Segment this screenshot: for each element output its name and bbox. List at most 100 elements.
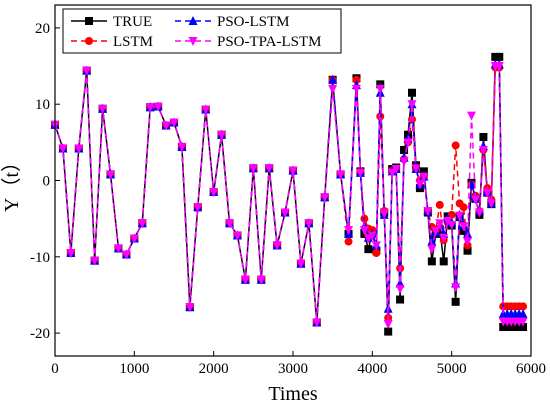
data-point <box>129 234 139 244</box>
data-point <box>232 231 242 241</box>
data-point <box>288 166 298 176</box>
x-tick-label: 2000 <box>199 361 229 377</box>
legend-marker <box>85 37 93 45</box>
data-point <box>399 157 409 167</box>
data-point <box>264 164 274 174</box>
data-point <box>359 226 369 236</box>
data-point <box>344 226 354 236</box>
data-point <box>439 257 448 266</box>
y-axis-title: Y（t） <box>0 152 23 212</box>
data-point <box>153 102 163 112</box>
x-tick-label: 5000 <box>437 361 467 377</box>
data-point <box>272 241 282 251</box>
data-point <box>177 142 187 152</box>
data-point <box>479 133 488 142</box>
data-point <box>407 100 417 110</box>
data-point <box>90 256 100 266</box>
data-point <box>98 104 108 114</box>
data-point <box>391 165 401 175</box>
data-point <box>58 144 68 154</box>
data-point <box>201 105 211 115</box>
data-point <box>435 200 444 209</box>
x-tick-label: 6000 <box>516 361 546 377</box>
data-point <box>351 84 361 94</box>
data-point <box>470 195 480 205</box>
data-point <box>280 208 290 218</box>
data-point <box>459 222 469 232</box>
data-point <box>209 187 219 197</box>
data-point <box>344 237 353 246</box>
data-point <box>383 319 393 329</box>
data-point <box>256 275 266 285</box>
data-point <box>455 211 465 221</box>
data-point <box>411 164 421 174</box>
series-line <box>54 65 524 324</box>
data-point <box>451 297 460 306</box>
data-point <box>137 219 147 229</box>
x-tick-label: 0 <box>51 361 59 377</box>
data-point <box>145 103 155 113</box>
legend-label: LSTM <box>113 34 153 50</box>
data-point <box>193 203 203 213</box>
legend-marker <box>188 37 198 46</box>
data-point <box>379 209 389 219</box>
series-pso-tpa-lstm <box>50 62 528 329</box>
data-point <box>447 210 456 219</box>
data-point <box>364 245 373 254</box>
data-point <box>387 168 397 178</box>
data-point <box>106 170 116 180</box>
data-point <box>463 237 473 247</box>
data-point <box>121 250 131 260</box>
data-point <box>478 145 488 155</box>
data-point <box>328 74 338 84</box>
data-point <box>169 118 179 128</box>
data-point <box>447 220 457 230</box>
data-point <box>113 244 123 254</box>
data-point <box>248 164 258 174</box>
data-point <box>495 52 504 61</box>
legend-label: PSO-TPA-LSTM <box>217 34 321 50</box>
data-point <box>427 236 437 246</box>
legend-label: PSO-LSTM <box>217 14 290 30</box>
x-tick-label: 3000 <box>278 361 308 377</box>
data-point <box>415 180 425 190</box>
data-point <box>304 219 314 229</box>
data-point <box>439 233 449 243</box>
x-tick-label: 4000 <box>357 361 387 377</box>
data-point <box>82 66 92 76</box>
data-point <box>494 62 504 72</box>
series-layer <box>50 52 528 336</box>
y-tick-label: -20 <box>30 326 50 342</box>
data-point <box>296 259 306 269</box>
data-point <box>518 309 528 319</box>
y-tick-label: 0 <box>43 174 51 190</box>
data-point <box>419 172 429 182</box>
data-point <box>395 284 405 294</box>
data-point <box>66 248 76 258</box>
data-point <box>482 188 492 198</box>
legend: TRUE LSTM PSO-LSTM PSO-TPA-LSTM <box>62 8 342 54</box>
data-point <box>431 226 441 236</box>
data-point <box>352 75 361 84</box>
data-point <box>419 167 428 176</box>
data-point <box>371 241 381 251</box>
data-point <box>336 170 346 180</box>
data-point <box>435 219 445 229</box>
data-point <box>427 245 437 255</box>
data-point <box>474 208 484 218</box>
y-tick-label: 20 <box>35 21 50 37</box>
data-point <box>161 121 171 131</box>
y-tick-label: -10 <box>30 250 50 266</box>
data-point <box>403 138 413 148</box>
data-point <box>427 257 436 266</box>
data-point <box>486 199 496 209</box>
data-point <box>519 302 528 311</box>
data-point <box>459 203 468 212</box>
data-point <box>463 246 472 255</box>
legend-box <box>62 8 342 54</box>
data-point <box>217 130 227 140</box>
data-point <box>408 88 416 97</box>
data-point <box>372 248 381 257</box>
data-point <box>74 144 84 154</box>
